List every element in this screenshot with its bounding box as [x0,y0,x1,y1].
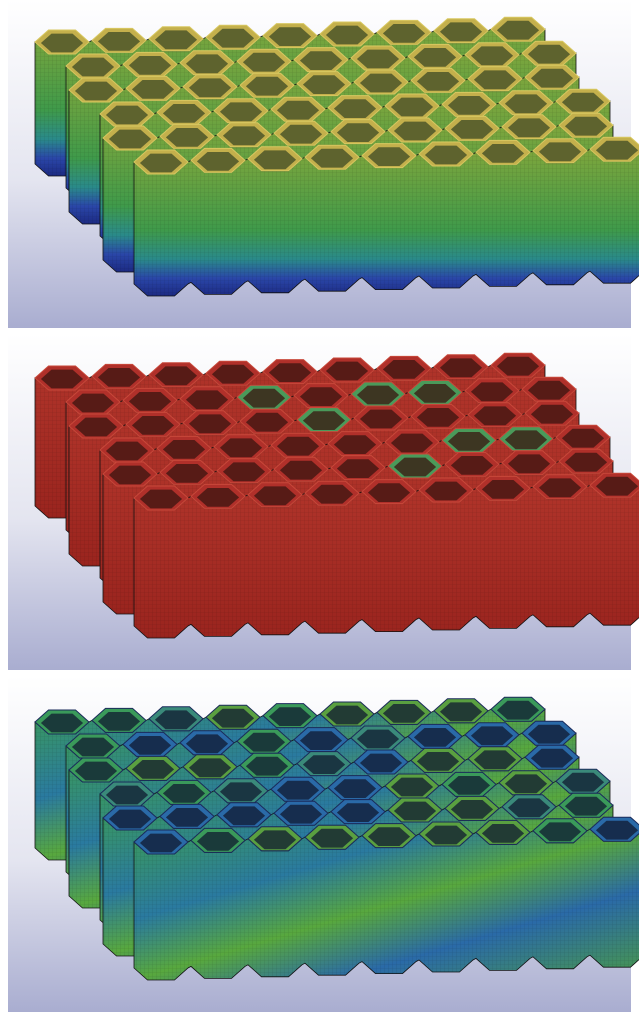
scene [0,0,639,1012]
page: {} (() => { const [0,0,639,1012]
